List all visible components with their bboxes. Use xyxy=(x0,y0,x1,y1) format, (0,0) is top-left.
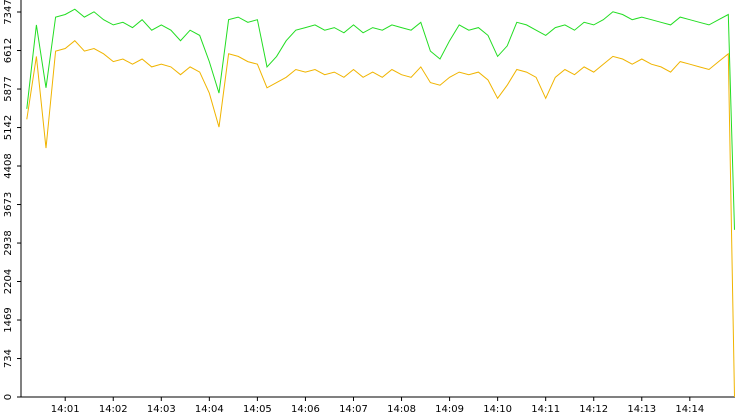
x-tick-label: 14:13 xyxy=(627,404,656,415)
x-tick-label: 14:07 xyxy=(339,404,368,415)
x-tick-label: 14:03 xyxy=(147,404,176,415)
x-tick-label: 14:08 xyxy=(387,404,416,415)
x-tick-label: 14:09 xyxy=(435,404,464,415)
y-tick-label: 0 xyxy=(3,394,14,400)
x-tick-label: 14:01 xyxy=(51,404,80,415)
x-tick-label: 14:02 xyxy=(99,404,128,415)
y-tick-label: 7347 xyxy=(3,0,14,25)
series-line xyxy=(26,40,735,398)
y-tick-label: 2204 xyxy=(3,269,14,294)
x-tick-label: 14:10 xyxy=(483,404,512,415)
y-tick-label: 734 xyxy=(3,349,14,368)
y-tick-label: 1469 xyxy=(3,307,14,332)
x-tick-label: 14:05 xyxy=(243,404,272,415)
x-tick-label: 14:14 xyxy=(675,404,704,415)
y-tick-label: 5877 xyxy=(3,76,14,101)
x-tick-label: 14:04 xyxy=(195,404,224,415)
y-tick-label: 3673 xyxy=(3,192,14,217)
y-tick-label: 2938 xyxy=(3,230,14,255)
x-tick-label: 14:06 xyxy=(291,404,320,415)
y-tick-label: 5142 xyxy=(3,115,14,140)
series-line xyxy=(26,8,735,230)
x-tick-label: 14:12 xyxy=(579,404,608,415)
y-tick-label: 4408 xyxy=(3,153,14,178)
x-tick-label: 14:11 xyxy=(531,404,560,415)
y-tick-label: 6612 xyxy=(3,38,14,63)
